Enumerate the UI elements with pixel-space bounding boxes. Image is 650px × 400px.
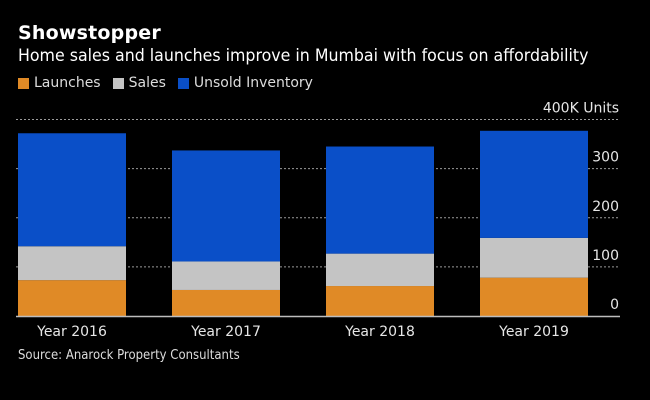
legend-label-launches: Launches [34, 75, 101, 91]
x-tick-label-year-2019: Year 2019 [498, 324, 569, 340]
bar-sales-year-2016 [18, 246, 126, 281]
legend-item-unsold-inventory: Unsold Inventory [177, 75, 313, 91]
legend-item-launches: Launches [18, 75, 101, 91]
x-tick-label-year-2016: Year 2016 [36, 324, 107, 340]
legend-swatch-sales [112, 77, 124, 89]
bar-launches-year-2017 [172, 289, 280, 316]
y-tick-label-100: 100 [592, 248, 619, 264]
bar-launches-year-2016 [18, 280, 126, 316]
x-tick-label-year-2017: Year 2017 [190, 324, 261, 340]
bar-launches-year-2018 [326, 286, 434, 316]
x-tick-label-year-2018: Year 2018 [344, 324, 415, 340]
legend-swatch-unsold-inventory [177, 77, 189, 89]
y-tick-label-0: 0 [610, 297, 619, 313]
y-tick-label-200: 200 [592, 199, 619, 215]
bar-unsold-inventory-year-2016 [18, 133, 126, 247]
legend-label-unsold-inventory: Unsold Inventory [193, 75, 313, 91]
bar-sales-year-2019 [480, 237, 588, 278]
y-tick-label-400: 400K Units [543, 101, 619, 117]
bar-unsold-inventory-year-2019 [480, 130, 588, 238]
legend-swatch-launches [18, 77, 29, 89]
bar-unsold-inventory-year-2017 [172, 150, 280, 262]
chart-title: Showstopper [18, 22, 161, 44]
legend: Launches Sales Unsold Inventory [18, 75, 325, 91]
chart-subtitle: Home sales and launches improve in Mumba… [18, 46, 589, 66]
bar-sales-year-2018 [326, 253, 434, 287]
legend-label-sales: Sales [128, 75, 166, 91]
legend-item-sales: Sales [112, 75, 166, 91]
y-tick-label-300: 300 [592, 150, 619, 166]
bar-unsold-inventory-year-2018 [326, 146, 434, 254]
source-note: Source: Anarock Property Consultants [18, 348, 240, 363]
bar-launches-year-2019 [480, 277, 588, 316]
bar-sales-year-2017 [172, 261, 280, 290]
